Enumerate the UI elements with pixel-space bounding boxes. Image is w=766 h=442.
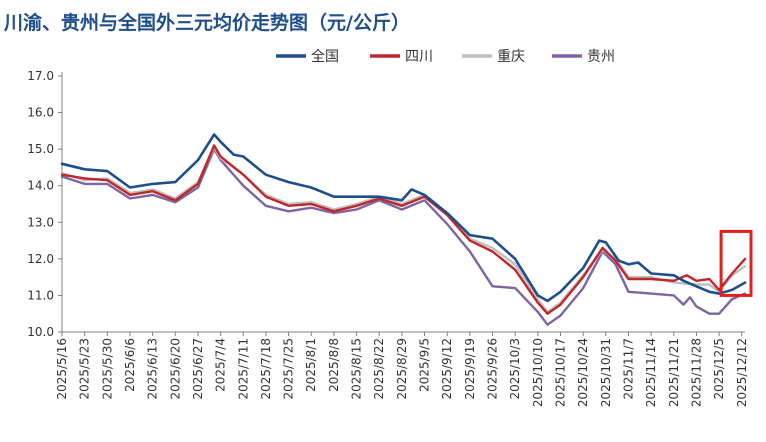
x-axis: 2025/5/16 2025/5/23 2025/5/30 2025/6/6 2025/…: [55, 331, 749, 407]
series-line-chongqing: [60, 146, 747, 314]
legend-label-chongqing: 重庆: [497, 49, 525, 65]
x-tick-label: 2025/11/21: [667, 338, 681, 407]
x-tick-label: 2025/9/26: [486, 338, 500, 400]
x-tick-label: 2025/6/13: [146, 338, 160, 400]
legend-label-sichuan: 四川: [405, 49, 433, 65]
legend-item-sichuan: 四川: [370, 49, 433, 65]
x-tick-label: 2025/9/5: [418, 338, 432, 392]
x-tick-label: 2025/10/10: [531, 338, 545, 407]
x-tick-label: 2025/7/4: [214, 338, 228, 392]
y-tick-label: 17.0: [27, 69, 54, 83]
x-tick-label: 2025/7/11: [236, 338, 250, 400]
legend-label-guizhou: 贵州: [587, 49, 615, 65]
highlight-box: [719, 229, 753, 297]
x-tick-label: 2025/11/14: [644, 338, 658, 407]
x-tick-label: 2025/9/19: [463, 338, 477, 400]
y-tick-label: 10.0: [27, 325, 54, 339]
x-tick-label: 2025/8/29: [395, 338, 409, 400]
x-tick-label: 2025/11/28: [689, 338, 703, 407]
y-axis: 10.0 11.0 12.0 13.0 14.0 15.0 16.0 17.0: [27, 69, 63, 339]
x-tick-label: 2025/11/7: [621, 338, 635, 400]
x-tick-label: 2025/10/31: [599, 338, 613, 407]
chart-title: 川渝、贵州与全国外三元均价走势图（元/公斤）: [4, 12, 410, 34]
x-tick-label: 2025/5/16: [55, 338, 69, 400]
x-tick-label: 2025/12/5: [712, 338, 726, 400]
x-tick-label: 2025/10/24: [576, 338, 590, 407]
x-tick-label: 2025/5/30: [100, 338, 114, 400]
x-tick-label: 2025/7/18: [259, 338, 273, 400]
legend: 全国 四川 重庆 贵州: [276, 48, 615, 65]
y-tick-label: 16.0: [27, 106, 54, 120]
y-tick-label: 12.0: [27, 252, 54, 266]
x-tick-label: 2025/10/3: [508, 338, 522, 400]
y-tick-label: 11.0: [27, 288, 54, 302]
legend-item-chongqing: 重庆: [462, 49, 525, 65]
x-tick-label: 2025/10/17: [553, 338, 567, 407]
x-tick-label: 2025/8/1: [304, 338, 318, 392]
x-tick-label: 2025/8/8: [327, 338, 341, 392]
x-tick-label: 2025/9/12: [440, 338, 454, 400]
series-line-sichuan: [60, 144, 747, 315]
series-line-guizhou: [60, 147, 747, 326]
series-lines: [60, 133, 747, 326]
x-tick-label: 2025/6/20: [168, 338, 182, 400]
legend-item-guizhou: 贵州: [552, 49, 615, 65]
y-tick-label: 14.0: [27, 179, 54, 193]
y-tick-label: 13.0: [27, 215, 54, 229]
x-tick-label: 2025/7/25: [282, 338, 296, 400]
legend-item-national: 全国: [276, 48, 339, 65]
x-tick-label: 2025/8/15: [350, 338, 364, 400]
x-tick-label: 2025/5/23: [78, 338, 92, 400]
x-tick-label: 2025/6/27: [191, 338, 205, 400]
x-tick-label: 2025/8/22: [372, 338, 386, 400]
x-tick-label: 2025/6/6: [123, 338, 137, 392]
highlight-annotation: [719, 229, 753, 297]
legend-label-national: 全国: [311, 48, 339, 65]
y-tick-label: 15.0: [27, 142, 54, 156]
x-tick-label: 2025/12/12: [735, 338, 749, 407]
series-line-national: [60, 133, 747, 303]
